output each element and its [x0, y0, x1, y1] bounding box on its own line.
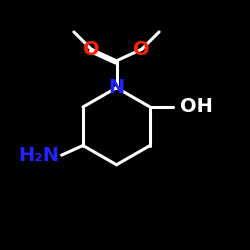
Text: OH: OH	[180, 98, 213, 116]
Text: N: N	[108, 78, 124, 97]
Text: H₂N: H₂N	[19, 146, 60, 165]
Text: O: O	[83, 40, 100, 59]
Text: O: O	[134, 40, 150, 59]
